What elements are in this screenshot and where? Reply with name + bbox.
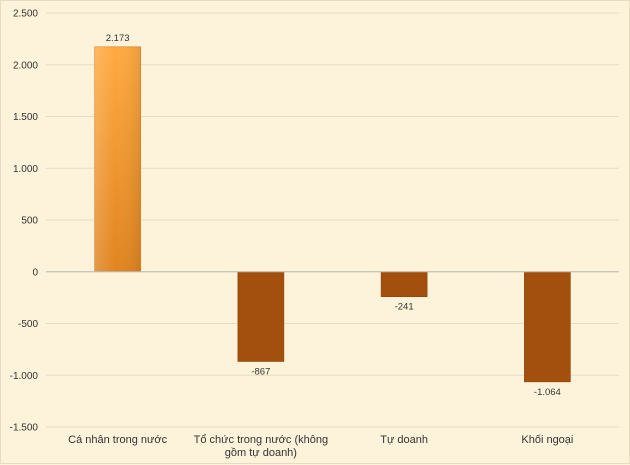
category-labels: Cá nhân trong nước Tổ chức trong nước (kh… (68, 434, 573, 459)
data-labels: 2.173 -867 -241 -1.064 (106, 33, 561, 398)
category-label: Khối ngoại (521, 434, 573, 446)
y-tick-label: 1.500 (13, 112, 38, 123)
category-label: Tổ chức trong nước (không (194, 434, 328, 446)
category-label: Cá nhân trong nước (68, 434, 167, 446)
y-axis-tick-labels: 2.500 2.000 1.500 1.000 500 0 -500 -1.000 -1.500 (10, 9, 39, 434)
data-label: -867 (251, 366, 270, 377)
bar (524, 271, 571, 383)
data-label: -241 (395, 302, 414, 313)
bar (380, 271, 428, 297)
y-tick-label: -1.500 (10, 423, 39, 434)
y-tick-label: 0 (32, 267, 38, 278)
bars (94, 46, 571, 383)
data-label: -1.064 (534, 387, 561, 398)
bar (237, 271, 285, 362)
y-tick-label: 500 (21, 216, 38, 227)
y-tick-label: 2.500 (13, 9, 38, 20)
y-tick-label: -500 (18, 319, 38, 330)
category-label: gồm tự doanh) (225, 447, 297, 459)
y-tick-label: 2.000 (13, 60, 38, 71)
y-tick-label: -1.000 (10, 371, 39, 382)
category-label: Tự doanh (380, 434, 428, 446)
data-label: 2.173 (106, 33, 130, 44)
bar-shading (94, 46, 141, 272)
y-tick-label: 1.000 (13, 164, 38, 175)
